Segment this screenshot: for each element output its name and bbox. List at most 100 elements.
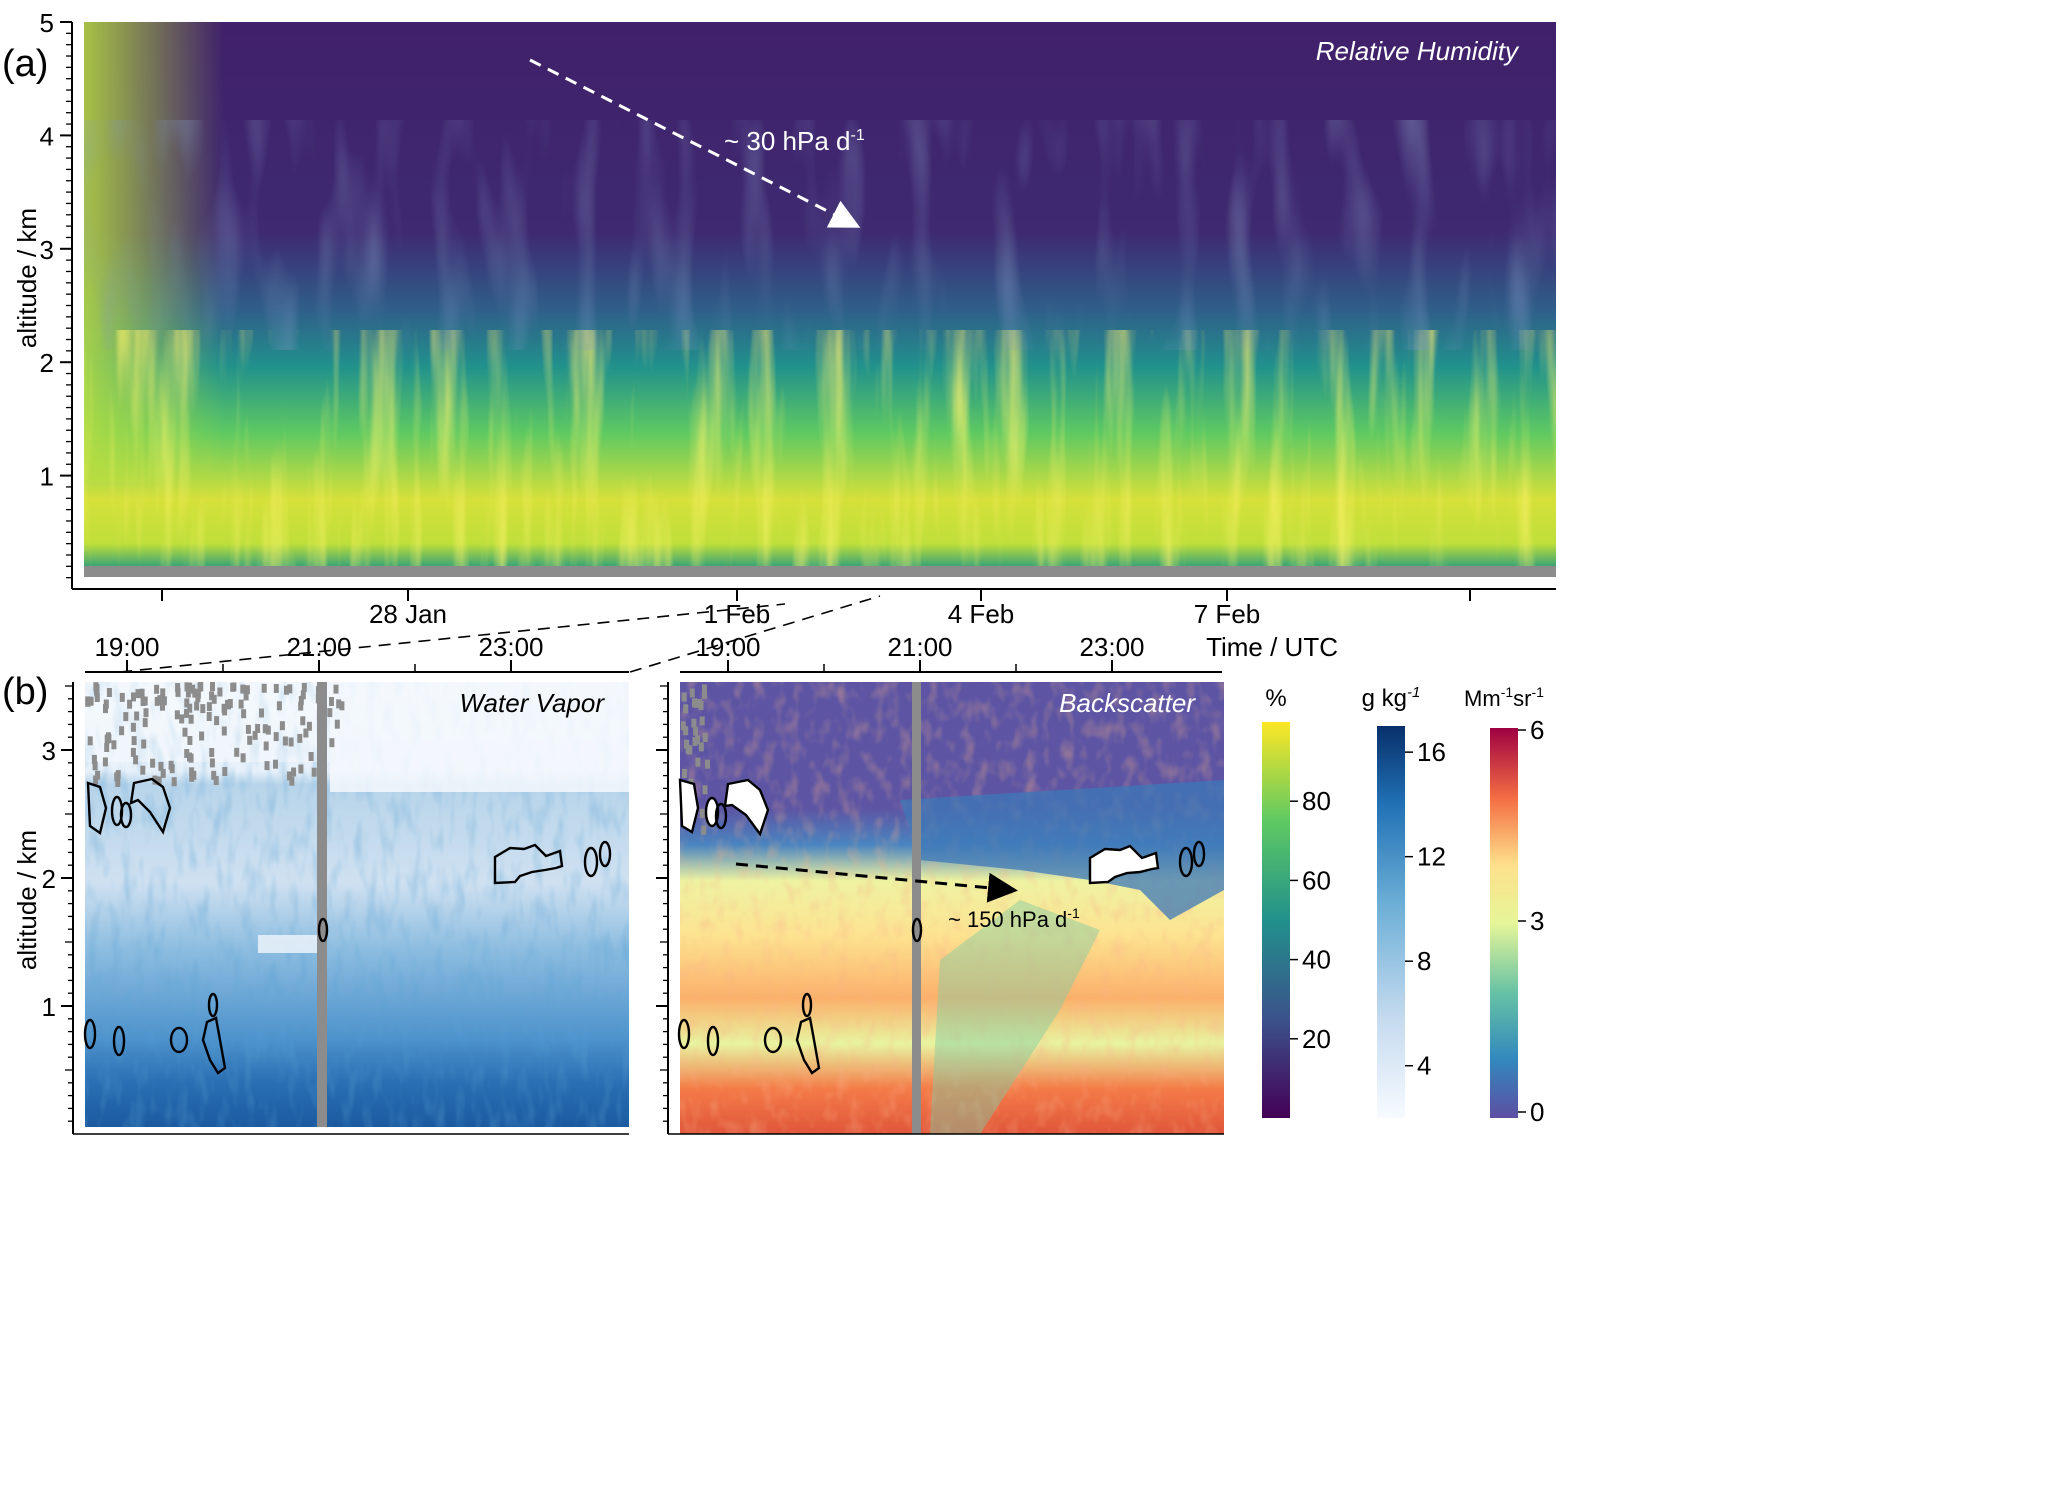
missing-cell [161,696,167,706]
missing-cell [88,696,94,706]
missing-cell [701,825,707,835]
bs-cloud-contours [677,778,1206,1075]
x-axis-ticks-wv [126,660,512,672]
missing-cell [261,683,267,693]
missing-cell [142,718,148,728]
missing-cell [329,697,334,706]
missing-cell [200,704,206,714]
missing-cell [308,752,314,761]
colorbar-tick-label: 3 [1530,906,1544,936]
bs-descent-rate: ~ 150 hPa d-1 [948,905,1080,932]
missing-cell [150,758,156,768]
colorbar-tick-label: 6 [1530,715,1544,745]
missing-cell [179,714,185,724]
y-axis-label-b: altitude / km [12,830,42,970]
missing-cell [692,737,698,746]
x-axis-ticks-bs [727,660,1113,672]
missing-cell [702,785,708,795]
missing-cell [221,726,227,736]
missing-cell [243,691,249,701]
panel-b-backscatter: 19:00 21:00 23:00 Backscatter ~ 150 hPa d-… [656,632,1224,1135]
y-tick-label: 1 [40,462,54,492]
missing-cell [133,755,139,765]
missing-cell [187,736,193,745]
x-tick-label: 28 Jan [369,599,447,629]
missing-cell [247,735,253,745]
missing-cell [222,767,228,776]
missing-cell [139,688,145,698]
missing-cell [702,689,707,699]
missing-cell [94,693,100,702]
missing-cell [210,682,215,691]
colorbar-tick-label: 40 [1302,945,1331,975]
missing-cell [209,748,215,757]
missing-cell [333,684,339,694]
missing-cell [230,682,236,692]
missing-cell [104,743,110,752]
missing-cell [288,737,294,747]
annotation-backscatter: Backscatter [1059,688,1196,718]
missing-cell [693,698,699,708]
missing-cell [157,695,163,705]
x-axis-title: Time / UTC [1206,632,1338,662]
missing-cell [95,770,101,780]
missing-cell [211,770,217,780]
missing-cell [103,699,109,709]
missing-cell [227,699,233,708]
missing-cell [264,761,270,771]
missing-cell [683,704,689,714]
annotation-relative-humidity: Relative Humidity [1316,36,1520,66]
missing-cell [141,739,147,749]
panel-b-water-vapor: 19:00 21:00 23:00 1 2 3 (b) altitude / km Wa… [2,632,629,1135]
missing-cell [259,708,264,718]
y-axis-ticks-bs [656,685,668,1122]
y-tick-label: 3 [40,235,54,265]
missing-cell [174,710,180,720]
missing-cell [699,808,705,818]
y-tick-label: 2 [40,348,54,378]
missing-cell [225,699,230,709]
missing-cell [175,683,181,693]
colorbar-tick-label: 8 [1417,946,1431,976]
y-tick-label: 4 [40,121,54,151]
missing-cell [217,687,223,697]
missing-cell [289,776,295,786]
colorbar-tick-label: 16 [1417,737,1446,767]
missing-cell [329,738,335,748]
missing-cell [171,777,177,787]
annotation-water-vapor: Water Vapor [459,688,605,718]
missing-cell [241,709,247,719]
missing-cell [695,735,701,745]
colorbar-rh: % 20 40 60 80 [1262,685,1331,1118]
missing-cell [689,688,695,698]
missing-cell [187,752,192,762]
missing-cell [154,684,160,694]
missing-cell [699,716,705,726]
missing-cell [334,719,340,729]
panel-a: (a) altitude / km 1 2 3 4 5 28 Jan 1 Feb 4 Feb… [2,8,1556,662]
missing-cell [206,702,212,712]
missing-cell [240,753,246,763]
missing-cell [168,760,174,770]
missing-cell [130,722,136,732]
missing-cell [698,742,704,752]
x-tick-label: 19:00 [695,632,760,662]
missing-cell [336,699,342,709]
x-axis-ticks-a [161,589,1471,601]
missing-cell [680,721,686,731]
zoom-lines [119,595,881,673]
missing-cell [238,699,244,709]
missing-cell [194,701,200,711]
x-tick-label: 4 Feb [948,599,1015,629]
missing-cell [303,728,309,738]
missing-cell [142,696,148,706]
missing-cell [286,771,292,781]
missing-cell [306,721,312,731]
missing-cell [190,684,196,694]
y-tick-label: 3 [42,736,56,766]
missing-cell [87,736,93,746]
missing-cell [244,685,250,695]
x-tick-label: 21:00 [887,632,952,662]
missing-cell [693,726,699,736]
